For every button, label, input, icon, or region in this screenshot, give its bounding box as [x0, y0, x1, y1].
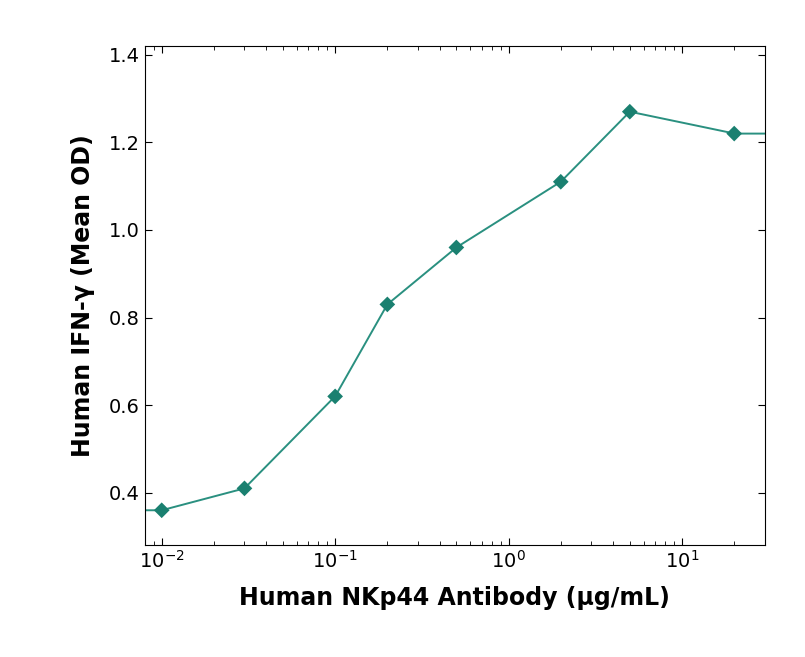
Point [555, 177, 568, 187]
Point [155, 505, 168, 516]
Point [328, 391, 341, 401]
Point [381, 299, 394, 309]
Point [728, 128, 741, 139]
Y-axis label: Human IFN-γ (Mean OD): Human IFN-γ (Mean OD) [71, 134, 95, 457]
Point [450, 242, 463, 253]
Point [238, 483, 251, 493]
Point [623, 106, 636, 117]
X-axis label: Human NKp44 Antibody (μg/mL): Human NKp44 Antibody (μg/mL) [239, 586, 671, 610]
